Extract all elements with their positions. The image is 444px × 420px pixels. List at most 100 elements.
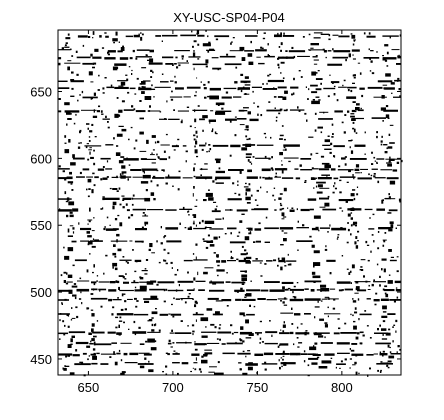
heatmap-point — [238, 193, 241, 196]
heatmap-row-segment — [261, 363, 278, 365]
heatmap-row-segment — [129, 87, 136, 90]
heatmap-point — [202, 238, 205, 241]
heatmap-point — [281, 164, 283, 166]
heatmap-point — [345, 58, 347, 62]
heatmap-row-segment — [347, 110, 350, 113]
heatmap-point — [92, 37, 94, 39]
heatmap-column-segment — [248, 227, 253, 231]
heatmap-column-segment — [380, 107, 386, 111]
heatmap-column-segment — [118, 160, 124, 164]
heatmap-point — [88, 136, 91, 138]
heatmap-point — [291, 323, 294, 325]
heatmap-row-segment — [351, 353, 364, 356]
heatmap-row-segment — [233, 96, 242, 98]
heatmap-column-segment — [215, 182, 224, 184]
heatmap-row-segment — [134, 240, 144, 243]
heatmap-row-segment — [283, 157, 299, 159]
heatmap-row-segment — [294, 168, 299, 170]
heatmap-column-segment — [195, 91, 197, 94]
heatmap-point — [204, 343, 207, 346]
heatmap-row-segment — [267, 79, 284, 83]
heatmap-point — [81, 90, 84, 94]
heatmap-point — [389, 346, 391, 349]
heatmap-point — [320, 288, 322, 291]
heatmap-point — [61, 303, 63, 305]
heatmap-point — [284, 265, 287, 267]
heatmap-point — [379, 324, 381, 327]
heatmap-column-segment — [141, 67, 147, 69]
heatmap-point — [392, 340, 394, 343]
heatmap-column-segment — [208, 371, 215, 373]
heatmap-point — [164, 259, 167, 262]
heatmap-point — [194, 368, 197, 371]
heatmap-column-segment — [196, 135, 198, 138]
heatmap-row-segment — [139, 281, 149, 283]
heatmap-point — [244, 93, 247, 95]
heatmap-point — [287, 282, 290, 284]
heatmap-point — [106, 176, 109, 178]
heatmap-column-segment — [206, 308, 213, 311]
heatmap-row-segment — [82, 62, 93, 65]
heatmap-column-segment — [356, 103, 360, 106]
heatmap-point — [280, 357, 283, 359]
heatmap-row-segment — [116, 352, 121, 355]
heatmap-point — [174, 273, 177, 276]
heatmap-point — [196, 301, 198, 305]
heatmap-point — [249, 231, 252, 233]
heatmap-column-segment — [241, 277, 247, 281]
y-tick-label: 450 — [30, 352, 52, 367]
heatmap-row-segment — [307, 198, 317, 201]
heatmap-point — [107, 126, 110, 129]
heatmap-column-segment — [194, 145, 196, 148]
heatmap-column-segment — [196, 30, 200, 35]
heatmap-point — [397, 55, 399, 57]
heatmap-column-segment — [215, 311, 220, 316]
heatmap-point — [264, 368, 267, 371]
heatmap-row-segment — [336, 281, 351, 284]
heatmap-column-segment — [93, 92, 96, 96]
heatmap-row-segment — [336, 342, 350, 345]
heatmap-row-segment — [192, 109, 208, 111]
heatmap-row-segment — [111, 313, 114, 316]
heatmap-point — [222, 217, 224, 220]
heatmap-column-segment — [279, 134, 284, 137]
heatmap-column-segment — [139, 131, 144, 135]
heatmap-point — [189, 226, 192, 228]
heatmap-point — [334, 182, 336, 185]
heatmap-row-segment — [300, 353, 308, 355]
heatmap-row-segment — [249, 118, 259, 122]
heatmap-point — [376, 263, 379, 266]
heatmap-column-segment — [63, 368, 67, 371]
heatmap-point — [393, 300, 396, 303]
heatmap-point — [191, 324, 195, 327]
heatmap-column-segment — [282, 149, 286, 151]
heatmap-column-segment — [308, 136, 314, 138]
heatmap-column-segment — [192, 193, 194, 197]
heatmap-column-segment — [353, 221, 358, 225]
heatmap-row-segment — [374, 332, 389, 334]
heatmap-point — [165, 262, 168, 265]
heatmap-point — [360, 343, 363, 345]
heatmap-row-segment — [278, 260, 285, 263]
heatmap-column-segment — [389, 221, 394, 225]
heatmap-point — [313, 281, 316, 283]
heatmap-column-segment — [211, 210, 221, 213]
heatmap-point — [167, 252, 170, 255]
heatmap-row-segment — [322, 208, 337, 211]
heatmap-point — [273, 187, 276, 189]
heatmap-point — [187, 210, 189, 213]
heatmap-point — [283, 321, 285, 324]
heatmap-column-segment — [192, 253, 195, 255]
heatmap-point — [214, 326, 217, 329]
heatmap-point — [208, 144, 211, 146]
heatmap-row-segment — [108, 298, 112, 302]
heatmap-column-segment — [194, 149, 198, 154]
heatmap-point — [115, 326, 118, 329]
heatmap-point — [248, 137, 251, 140]
heatmap-row-segment — [132, 198, 148, 200]
heatmap-row-segment — [277, 298, 288, 300]
heatmap-point — [397, 345, 400, 348]
heatmap-column-segment — [311, 244, 315, 248]
heatmap-column-segment — [321, 162, 330, 165]
heatmap-point — [353, 197, 356, 201]
